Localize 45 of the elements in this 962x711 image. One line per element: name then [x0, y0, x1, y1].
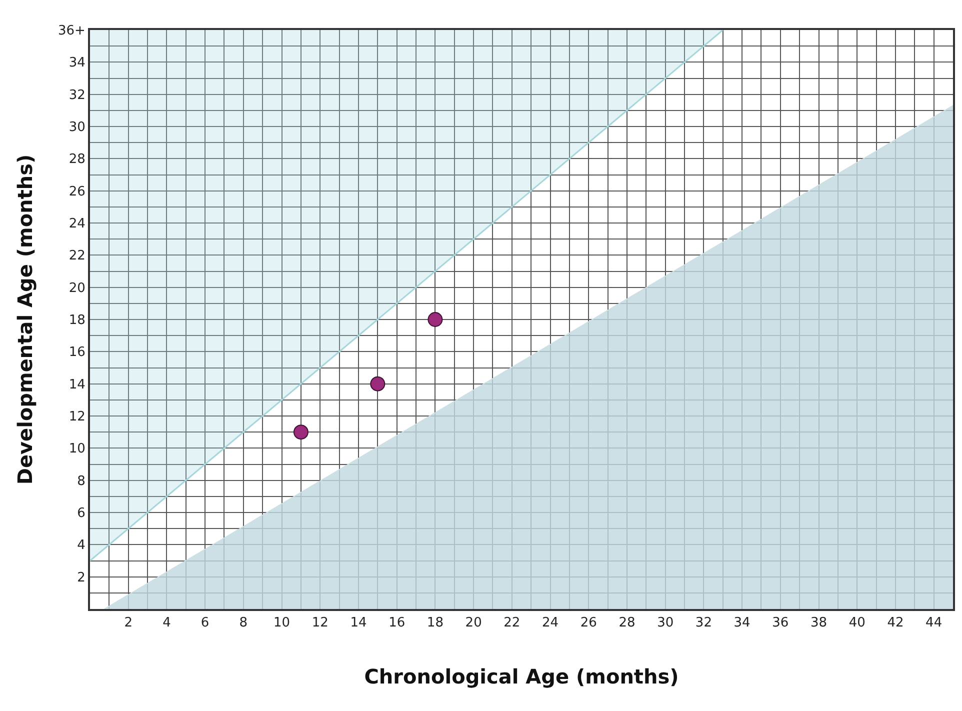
y-tick-label: 12: [68, 410, 86, 425]
x-tick-label: 30: [657, 616, 674, 631]
y-tick-label: 16: [68, 345, 86, 360]
y-axis-title: Developmental Age (months): [12, 154, 37, 485]
x-axis-title: Chronological Age (months): [364, 664, 679, 689]
y-tick-label: 20: [68, 280, 86, 296]
point: [428, 312, 443, 327]
y-tick-label: 8: [77, 474, 86, 489]
x-tick-label: 6: [200, 616, 210, 631]
x-tick-label: 44: [926, 616, 942, 631]
x-tick-label: 16: [388, 616, 406, 631]
x-tick-label: 38: [810, 616, 828, 631]
y-tick-label: 30: [68, 120, 86, 136]
x-tick-label: 20: [465, 616, 482, 631]
x-tick-label: 24: [542, 616, 559, 631]
y-tick-label: 14: [68, 377, 86, 392]
y-tick-label: 36+: [58, 24, 86, 39]
x-tick-label: 28: [618, 616, 636, 631]
y-tick-label: 26: [68, 184, 86, 200]
point: [293, 424, 308, 440]
x-tick-label: 12: [312, 616, 328, 631]
x-tick-label: 22: [504, 616, 520, 631]
y-tick-label: 2: [77, 570, 86, 586]
x-tick-label: 4: [162, 616, 171, 631]
y-tick-label: 18: [68, 313, 86, 328]
x-tick-label: 10: [274, 616, 290, 631]
x-tick-label: 2: [124, 616, 132, 631]
x-tick-label: 8: [239, 616, 248, 631]
y-tick-label: 10: [68, 442, 86, 457]
x-tick-label: 26: [580, 616, 597, 631]
x-tick-label: 32: [695, 616, 712, 631]
x-tick-label: 40: [848, 616, 866, 631]
x-tick-label: 42: [887, 616, 904, 631]
x-tick-label: 18: [426, 616, 444, 631]
y-tick-label: 32: [68, 88, 86, 103]
y-tick-label: 28: [68, 152, 86, 168]
y-tick-label: 4: [77, 538, 86, 554]
x-tick-label: 14: [350, 616, 367, 631]
x-tick-label: 34: [734, 616, 750, 631]
point: [370, 376, 386, 392]
y-tick-label: 6: [77, 506, 86, 522]
y-tick-label: 22: [68, 248, 86, 264]
y-tick-label: 24: [68, 216, 86, 232]
y-tick-label: 34: [68, 56, 86, 71]
x-tick-label: 36: [772, 616, 789, 631]
